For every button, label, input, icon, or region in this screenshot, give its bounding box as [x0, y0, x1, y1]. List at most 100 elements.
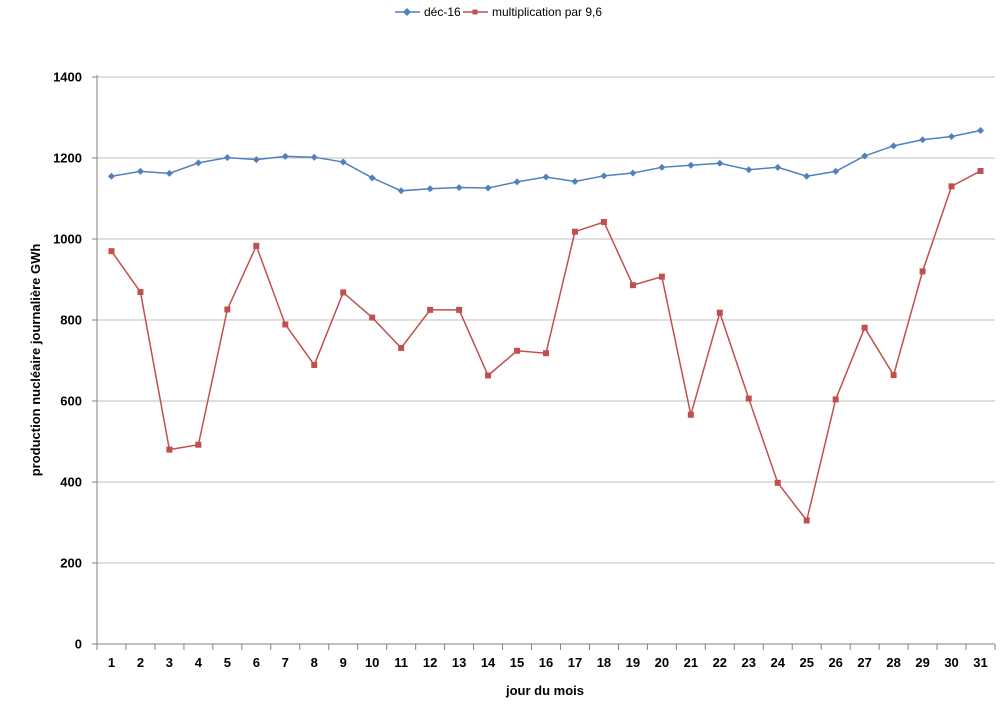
legend-label-series-2: multiplication par 9,6 [492, 5, 602, 19]
data-point-series-1 [339, 158, 347, 166]
x-tick-label: 18 [597, 655, 611, 670]
data-point-series-1 [223, 154, 231, 162]
data-point-series-1 [484, 184, 492, 192]
x-tick-label: 28 [886, 655, 900, 670]
data-point-series-2 [485, 372, 492, 379]
data-point-series-1 [165, 169, 173, 177]
x-tick-label: 15 [510, 655, 524, 670]
data-point-series-1 [774, 163, 782, 171]
data-point-series-1 [281, 152, 289, 160]
x-tick-label: 25 [799, 655, 813, 670]
x-tick-label: 20 [655, 655, 669, 670]
legend-label-series-1: déc-16 [424, 5, 461, 19]
x-tick-label: 17 [568, 655, 582, 670]
x-tick-label: 5 [224, 655, 231, 670]
x-tick-label: 21 [684, 655, 698, 670]
series-1 [107, 126, 985, 195]
data-point-series-1 [513, 178, 521, 186]
data-point-series-1 [745, 166, 753, 174]
x-tick-label: 13 [452, 655, 466, 670]
data-point-series-2 [861, 324, 868, 331]
legend-item-series-2: multiplication par 9,6 [463, 5, 602, 19]
data-point-series-2 [687, 411, 694, 418]
data-point-series-1 [542, 173, 550, 181]
x-axis-title: jour du mois [505, 683, 584, 698]
data-point-series-2 [195, 441, 202, 448]
x-tick-label: 30 [944, 655, 958, 670]
y-tick-label: 600 [60, 394, 82, 409]
data-point-series-1 [455, 184, 463, 192]
data-point-series-2 [166, 446, 173, 453]
data-point-series-1 [368, 174, 376, 182]
x-tick-label: 26 [828, 655, 842, 670]
data-point-series-1 [571, 177, 579, 185]
x-tick-label: 6 [253, 655, 260, 670]
x-tick-label: 29 [915, 655, 929, 670]
data-point-series-2 [282, 321, 289, 328]
x-tick-label: 10 [365, 655, 379, 670]
data-point-series-2 [514, 347, 521, 354]
data-point-series-2 [600, 218, 607, 225]
y-tick-label: 0 [75, 637, 82, 652]
data-point-series-1 [136, 167, 144, 175]
y-tick-label: 200 [60, 556, 82, 571]
data-point-series-2 [571, 228, 578, 235]
data-point-series-1 [310, 153, 318, 161]
data-point-series-2 [137, 289, 144, 296]
data-point-series-2 [369, 314, 376, 321]
x-tick-label: 23 [742, 655, 756, 670]
x-tick-label: 7 [282, 655, 289, 670]
x-tick-label: 4 [195, 655, 203, 670]
data-point-series-2 [398, 344, 405, 351]
data-point-series-1 [803, 172, 811, 180]
x-tick-label: 27 [857, 655, 871, 670]
x-tick-label: 2 [137, 655, 144, 670]
data-point-series-1 [426, 185, 434, 193]
data-point-series-1 [397, 187, 405, 195]
x-tick-label: 19 [626, 655, 640, 670]
y-tick-label: 800 [60, 313, 82, 328]
data-point-series-2 [253, 242, 260, 249]
x-tick-label: 9 [340, 655, 347, 670]
x-tick-label: 22 [713, 655, 727, 670]
data-point-series-1 [716, 159, 724, 167]
x-tick-label: 3 [166, 655, 173, 670]
data-point-series-2 [340, 289, 347, 296]
data-point-series-1 [890, 142, 898, 150]
x-tick-labels: 1 2 3 4 5 6 7 8 9 10 11 12 13 14 15 16 17 18 19 20 21 22 23 24 2… [108, 655, 988, 670]
data-point-series-2 [948, 183, 955, 190]
data-point-series-2 [832, 396, 839, 403]
data-point-series-2 [977, 167, 984, 174]
x-tick-label: 1 [108, 655, 115, 670]
x-tick-label: 16 [539, 655, 553, 670]
data-point-series-1 [919, 136, 927, 144]
x-tick-label: 8 [311, 655, 318, 670]
data-point-series-2 [890, 372, 897, 379]
data-point-series-1 [948, 133, 956, 141]
series-line-2 [110, 170, 981, 523]
data-point-series-2 [803, 517, 810, 524]
x-tick-label: 31 [973, 655, 987, 670]
x-tick-label: 24 [771, 655, 786, 670]
data-point-series-1 [977, 126, 985, 134]
data-point-series-1 [861, 152, 869, 160]
data-point-series-2 [774, 479, 781, 486]
gridlines [97, 76, 995, 564]
data-point-series-1 [832, 167, 840, 175]
data-point-series-1 [600, 172, 608, 180]
data-point-series-1 [687, 161, 695, 169]
data-point-series-2 [658, 273, 665, 280]
y-axis-title: production nucléaire journalière GWh [28, 244, 43, 477]
y-tick-label: 1200 [53, 151, 82, 166]
data-point-series-2 [629, 282, 636, 289]
data-point-series-1 [252, 156, 260, 164]
data-point-series-2 [311, 361, 318, 368]
data-point-series-2 [456, 306, 463, 313]
x-tick-label: 11 [394, 655, 408, 670]
series-line-1 [111, 129, 981, 192]
y-tick-labels: 0 200 400 600 800 1000 1200 1400 [53, 70, 82, 652]
x-tick-label: 14 [481, 655, 496, 670]
y-tick-label: 1400 [53, 70, 82, 85]
data-point-series-2 [427, 306, 434, 313]
